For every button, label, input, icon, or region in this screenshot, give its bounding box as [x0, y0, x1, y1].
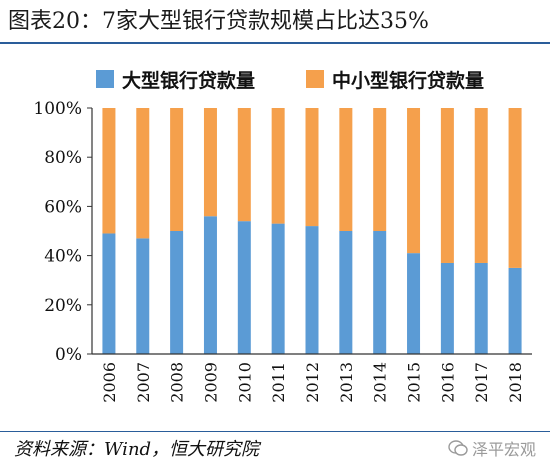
bar-small-medium-banks	[508, 108, 522, 268]
bar-small-medium-banks	[305, 108, 319, 227]
y-tick-label: 0%	[55, 345, 82, 365]
x-tick-label: 2016	[438, 362, 457, 403]
x-tick-label: 2013	[337, 362, 356, 403]
y-tick-label: 60%	[44, 197, 82, 217]
wechat-icon	[448, 440, 468, 456]
legend-label-large-banks: 大型银行贷款量	[122, 69, 256, 92]
y-tick-label: 80%	[44, 148, 82, 168]
bar-small-medium-banks	[237, 108, 251, 222]
bar-small-medium-banks	[203, 108, 217, 217]
x-tick-label: 2006	[100, 362, 119, 403]
x-tick-label: 2015	[405, 362, 424, 403]
source-divider	[0, 431, 550, 432]
bar-small-medium-banks	[170, 108, 184, 231]
bar-large-banks	[102, 233, 116, 354]
bar-large-banks	[508, 267, 522, 354]
y-tick-label: 40%	[44, 247, 82, 267]
bar-large-banks	[271, 223, 285, 354]
bar-small-medium-banks	[440, 108, 454, 263]
x-tick-label: 2012	[303, 362, 322, 403]
x-tick-label: 2018	[506, 362, 525, 403]
bar-large-banks	[170, 231, 184, 354]
bar-small-medium-banks	[474, 108, 488, 263]
watermark: 泽平宏观	[448, 436, 536, 460]
x-tick-label: 2017	[472, 362, 491, 403]
legend-label-small-medium-banks: 中小型银行贷款量	[332, 69, 485, 92]
bar-large-banks	[305, 226, 319, 354]
legend: 大型银行贷款量 中小型银行贷款量	[0, 64, 550, 94]
bar-large-banks	[474, 262, 488, 354]
chart-title: 图表20：7家大型银行贷款规模占比达35%	[8, 9, 429, 34]
y-tick-label: 20%	[44, 296, 82, 316]
legend-swatch-small-medium-banks	[306, 70, 324, 88]
x-tick-label: 2008	[168, 362, 187, 403]
bar-large-banks	[407, 253, 421, 354]
bar-small-medium-banks	[339, 108, 353, 231]
y-tick-label: 100%	[33, 99, 82, 119]
x-tick-label: 2010	[235, 362, 254, 403]
bar-small-medium-banks	[136, 108, 150, 239]
bar-large-banks	[237, 221, 251, 354]
bar-large-banks	[136, 238, 150, 354]
bar-large-banks	[440, 262, 454, 354]
bar-large-banks	[373, 231, 387, 354]
x-tick-label: 2007	[134, 362, 153, 403]
legend-swatch-large-banks	[96, 70, 114, 88]
x-tick-label: 2011	[269, 362, 288, 403]
bar-small-medium-banks	[102, 108, 116, 234]
x-tick-label: 2014	[371, 362, 390, 403]
title-divider	[0, 42, 550, 44]
x-tick-label: 2009	[201, 362, 220, 403]
source-note: 资料来源：Wind，恒大研究院	[14, 439, 260, 460]
bar-large-banks	[203, 216, 217, 354]
watermark-label: 泽平宏观	[471, 440, 536, 459]
legend-item-large-banks: 大型银行贷款量	[96, 64, 255, 94]
bar-large-banks	[339, 231, 353, 354]
bar-small-medium-banks	[407, 108, 421, 254]
bar-small-medium-banks	[271, 108, 285, 224]
legend-item-small-medium-banks: 中小型银行贷款量	[306, 64, 484, 94]
stacked-bar-chart: 0% 20% 40% 60% 80% 100% 2006 2007 2008 2009 2010 20…	[33, 99, 532, 403]
bar-small-medium-banks	[373, 108, 387, 231]
